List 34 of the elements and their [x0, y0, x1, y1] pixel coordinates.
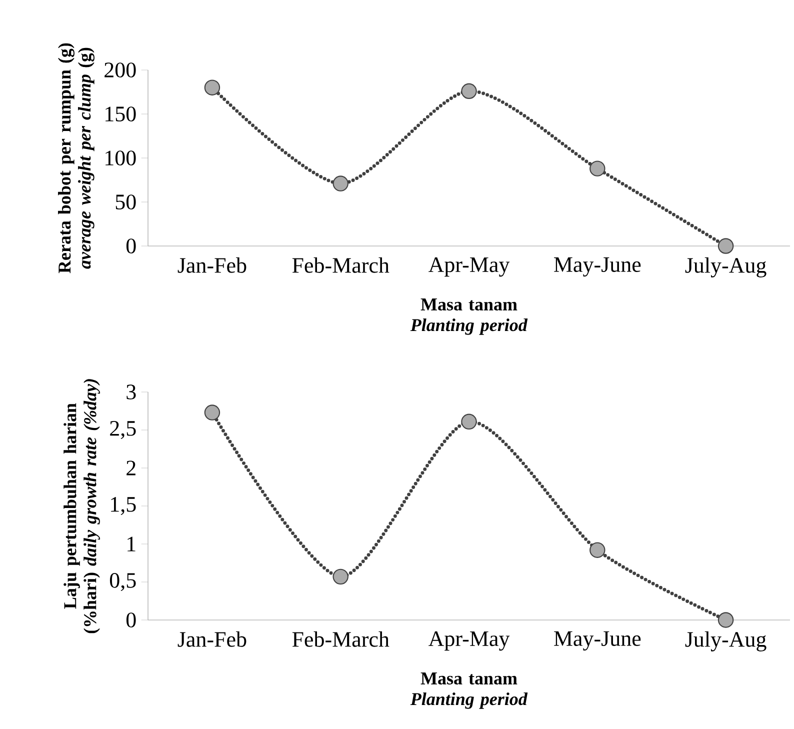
y-tick-label: 2 — [126, 460, 136, 476]
x-tick-label: May-June — [554, 257, 641, 277]
x-tick-label: Feb-March — [292, 631, 390, 647]
x-axis-title: Masa tanam Planting period — [410, 298, 528, 335]
y-tick-label: 0,5 — [110, 572, 136, 592]
y-tick-label: 0 — [126, 238, 136, 254]
x-tick-label: Apr-May — [428, 257, 510, 277]
x-tick-label: Jan-Feb — [178, 257, 246, 273]
point — [718, 238, 734, 254]
x-tick-label: Jan-Feb — [178, 631, 246, 647]
y-tick-label: 1,5 — [111, 497, 136, 515]
y-tick-label: 200 — [104, 62, 136, 78]
point — [590, 160, 606, 176]
y-tick-label: 50 — [116, 194, 136, 210]
x-tick-label: Apr-May — [428, 631, 510, 651]
x-tick-label: Feb-March — [292, 257, 390, 273]
point — [204, 80, 220, 96]
point — [332, 568, 348, 585]
x-tick-label: July-Aug — [685, 257, 766, 278]
x-tick-label: July-Aug — [685, 631, 766, 652]
y-tick-label: 1 — [128, 536, 136, 552]
point — [718, 612, 734, 628]
y-tick-label: 0 — [126, 612, 136, 628]
x-tick-label: May-June — [554, 631, 641, 651]
y-tick-label: 2,5 — [110, 421, 136, 439]
x-axis-title: Masa tanam Planting period — [410, 672, 528, 709]
point — [461, 83, 477, 99]
y-tick-label: 100 — [106, 150, 136, 166]
y-tick-label: 3 — [126, 384, 136, 400]
point — [590, 542, 606, 558]
point — [461, 414, 477, 430]
point — [204, 404, 220, 420]
y-tick-label: 150 — [106, 106, 136, 122]
point — [332, 176, 348, 192]
